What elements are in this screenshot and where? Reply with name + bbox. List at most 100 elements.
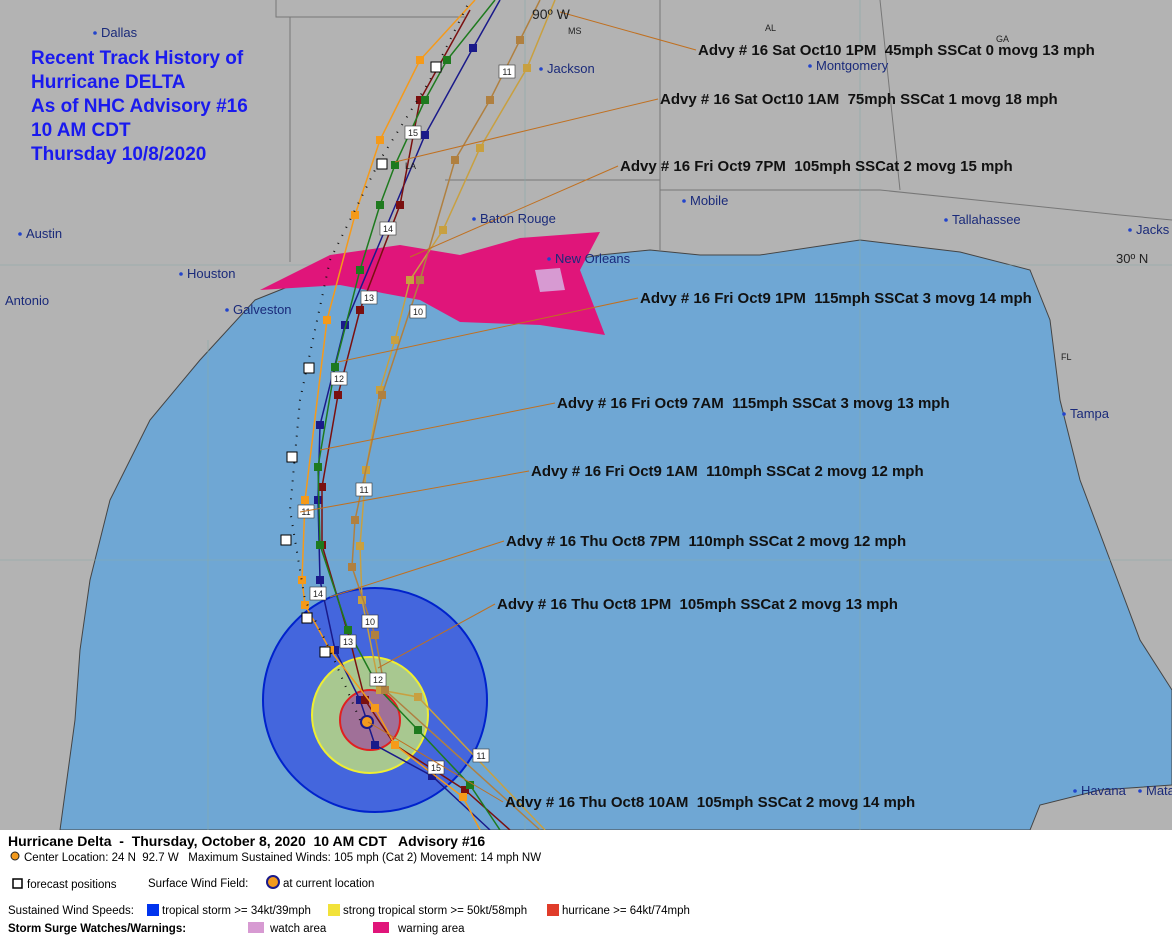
track-point — [416, 276, 424, 284]
track-point — [371, 704, 379, 712]
track-point — [376, 386, 384, 394]
storm-surge-watch — [535, 268, 565, 292]
track-label: 12 — [334, 374, 344, 384]
track-point — [391, 336, 399, 344]
track-point — [466, 781, 474, 789]
track-point — [381, 686, 389, 694]
legend-panel — [0, 830, 1172, 940]
track-point — [314, 496, 322, 504]
track-label: 15 — [408, 128, 418, 138]
legend-watch: watch area — [269, 923, 327, 935]
forecast-position — [319, 646, 331, 658]
city-dot — [18, 232, 22, 236]
city-dot — [539, 67, 543, 71]
legend-hu: hurricane >= 64kt/74mph — [562, 905, 690, 917]
legend-surge: Storm Surge Watches/Warnings: — [8, 923, 186, 935]
place-label: Galveston — [233, 302, 292, 317]
track-label: 14 — [383, 224, 393, 234]
advisory-connector — [299, 470, 530, 513]
center-info: Center Location: 24 N 92.7 W Maximum Sus… — [24, 852, 541, 864]
track-point — [406, 276, 414, 284]
track-point — [361, 696, 369, 704]
track-label: 11 — [301, 507, 310, 517]
track-label-box — [339, 634, 357, 649]
track-point — [316, 541, 324, 549]
state-border — [660, 189, 1172, 221]
track-label-box — [361, 614, 379, 629]
track-label: 10 — [413, 307, 423, 317]
advisory-label: Advy # 16 Fri Oct9 1AM 110mph SSCat 2 mo… — [531, 463, 924, 480]
forecast-track — [317, 0, 501, 831]
advisory-connector — [329, 540, 505, 598]
place-label: Mobile — [690, 193, 728, 208]
track-point — [371, 631, 379, 639]
city-dot — [944, 218, 948, 222]
track-label-box — [355, 482, 373, 497]
track-label-box — [409, 304, 427, 319]
sts-swatch — [328, 904, 340, 916]
advisory-label: Advy # 16 Sat Oct10 1PM 45mph SSCat 0 mo… — [698, 42, 1095, 59]
advisory-label: Advy # 16 Thu Oct8 7PM 110mph SSCat 2 mo… — [506, 533, 906, 550]
track-label-box — [360, 290, 378, 305]
advisory-label: Advy # 16 Thu Oct8 1PM 105mph SSCat 2 mo… — [497, 596, 898, 613]
track-point — [414, 693, 422, 701]
track-point — [391, 161, 399, 169]
track-point — [314, 463, 322, 471]
watch-swatch — [248, 922, 264, 933]
track-point — [376, 201, 384, 209]
map-label: 30º N — [1116, 251, 1148, 266]
map-title: Hurricane DELTA — [31, 72, 186, 93]
track-point — [469, 44, 477, 52]
advisory-connector — [409, 165, 619, 258]
state-border — [879, 0, 901, 191]
track-point — [376, 136, 384, 144]
place-label: Jacks — [1136, 222, 1170, 237]
track-label-box — [330, 371, 348, 386]
map-title: Thursday 10/8/2020 — [31, 144, 206, 165]
advisory-label: Advy # 16 Thu Oct8 10AM 105mph SSCat 2 m… — [505, 794, 915, 811]
track-point — [439, 226, 447, 234]
track-point — [443, 56, 451, 64]
advisory-label: Advy # 16 Fri Oct9 7PM 105mph SSCat 2 mo… — [620, 158, 1013, 175]
track-label: 11 — [359, 485, 368, 495]
legend-sts: strong tropical storm >= 50kt/58mph — [343, 905, 527, 917]
forecast-position — [286, 451, 298, 463]
place-label: Havana — [1081, 783, 1127, 798]
track-label: 11 — [502, 67, 511, 77]
track-point — [318, 483, 326, 491]
forecast-position — [430, 61, 442, 73]
track-point — [344, 626, 352, 634]
track-label-box — [404, 125, 422, 140]
city-dot — [472, 217, 476, 221]
legend-ts: tropical storm >= 34kt/39mph — [162, 905, 311, 917]
place-label: Montgomery — [816, 58, 889, 73]
track-label-box — [309, 586, 327, 601]
track-point — [416, 96, 424, 104]
current-icon — [266, 875, 280, 889]
track-label: 14 — [313, 589, 323, 599]
track-point — [416, 56, 424, 64]
city-dot — [1073, 789, 1077, 793]
forecast-icon — [12, 878, 23, 889]
forecast-position — [280, 534, 292, 546]
advisory-connector — [377, 603, 496, 669]
track-point — [523, 64, 531, 72]
state-border — [275, 0, 465, 18]
track-point — [396, 201, 404, 209]
track-point — [371, 741, 379, 749]
advisory-label: Advy # 16 Fri Oct9 7AM 115mph SSCat 3 mo… — [557, 395, 950, 412]
track-point — [486, 96, 494, 104]
track-point — [301, 601, 309, 609]
legend-speeds: Sustained Wind Speeds: — [8, 905, 134, 917]
track-point — [351, 211, 359, 219]
map-title: Recent Track History of — [31, 48, 244, 69]
forecast-track — [321, 9, 511, 831]
city-dot — [808, 64, 812, 68]
nhc-track — [288, 0, 471, 721]
place-label: Austin — [26, 226, 62, 241]
latitude-line — [0, 264, 1172, 561]
track-point — [421, 131, 429, 139]
city-dot — [682, 199, 686, 203]
track-point — [356, 306, 364, 314]
